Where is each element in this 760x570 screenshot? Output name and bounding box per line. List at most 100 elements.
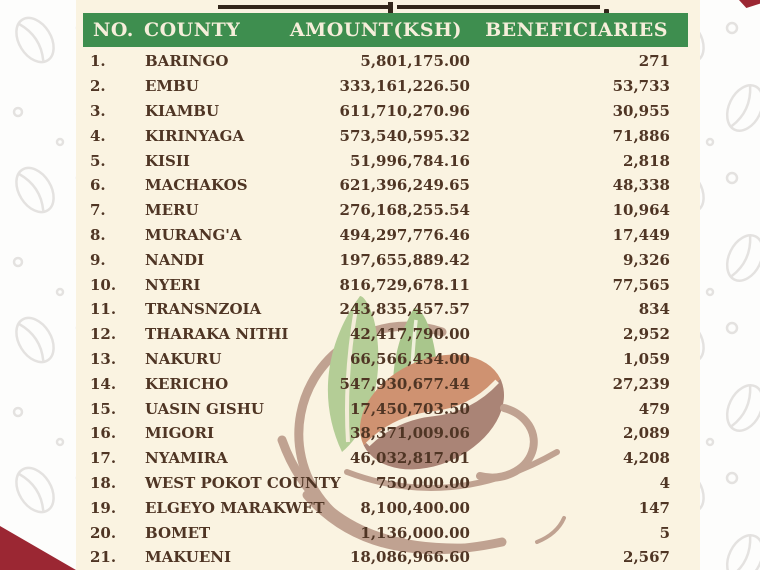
amount-value: 621,396,249.65 — [339, 176, 470, 195]
amount-value: 276,168,255.54 — [339, 201, 470, 220]
amount-value: 573,540,595.32 — [339, 126, 470, 145]
beneficiaries-value: 834 — [638, 300, 670, 319]
table-panel — [76, 0, 700, 570]
title-underline-segment — [218, 5, 388, 9]
beneficiaries-value: 2,952 — [623, 325, 670, 344]
amount-value: 66,566,434.00 — [349, 349, 470, 368]
amount-value: 18,086,966.60 — [349, 548, 470, 567]
amount-value: 197,655,889.42 — [339, 250, 470, 269]
beneficiaries-value: 48,338 — [612, 176, 670, 195]
amount-value: 42,417,790.00 — [349, 325, 470, 344]
beneficiaries-value: 4 — [659, 473, 670, 492]
row-number: 5. — [90, 151, 106, 170]
county-name: UASIN GISHU — [145, 399, 264, 418]
column-header-county: COUNTY — [144, 19, 241, 41]
title-letter-descender — [388, 2, 393, 15]
table-row: 17. NYAMIRA 46,032,817.01 4,208 — [90, 446, 670, 471]
title-period — [604, 9, 609, 14]
table-row: 13. NAKURU 66,566,434.00 1,059 — [90, 347, 670, 372]
amount-value: 17,450,703.50 — [349, 399, 470, 418]
county-name: NANDI — [145, 250, 205, 269]
table-row: 3. KIAMBU 611,710,270.96 30,955 — [90, 99, 670, 124]
county-name: MURANG'A — [145, 225, 242, 244]
amount-value: 38,371,009.06 — [349, 424, 470, 443]
table-row: 15. UASIN GISHU 17,450,703.50 479 — [90, 396, 670, 421]
table-row: 6. MACHAKOS 621,396,249.65 48,338 — [90, 173, 670, 198]
column-header-amount: AMOUNT(KSH) — [289, 19, 462, 41]
county-name: NYAMIRA — [145, 449, 228, 468]
beneficiaries-value: 1,059 — [623, 349, 670, 368]
table-row: 4. KIRINYAGA 573,540,595.32 71,886 — [90, 123, 670, 148]
county-name: MAKUENI — [145, 548, 231, 567]
beneficiaries-value: 9,326 — [623, 250, 670, 269]
county-name: THARAKA NITHI — [145, 325, 289, 344]
county-name: NYERI — [145, 275, 201, 294]
table-rows: 1. BARINGO 5,801,175.00 271 2. EMBU 333,… — [90, 49, 670, 570]
row-number: 2. — [90, 77, 106, 96]
county-name: ELGEYO MARAKWET — [145, 498, 325, 517]
amount-value: 494,297,776.46 — [339, 225, 470, 244]
coffee-bean-icon — [360, 354, 504, 470]
beneficiaries-value: 71,886 — [612, 126, 670, 145]
county-name: BARINGO — [145, 52, 229, 71]
table-row: 14. KERICHO 547,930,677.44 27,239 — [90, 371, 670, 396]
table-row: 12. THARAKA NITHI 42,417,790.00 2,952 — [90, 322, 670, 347]
county-name: TRANSNZOIA — [145, 300, 262, 319]
row-number: 17. — [90, 449, 117, 468]
beneficiaries-value: 147 — [638, 498, 670, 517]
row-number: 15. — [90, 399, 117, 418]
row-number: 11. — [90, 300, 117, 319]
beneficiaries-value: 2,567 — [623, 548, 670, 567]
row-number: 19. — [90, 498, 117, 517]
column-header-no: NO. — [93, 19, 134, 41]
cup-handle-stroke — [476, 404, 538, 482]
beneficiaries-value: 27,239 — [612, 374, 670, 393]
amount-value: 611,710,270.96 — [339, 101, 470, 120]
row-number: 16. — [90, 424, 117, 443]
row-number: 1. — [90, 52, 106, 71]
table-row: 19. ELGEYO MARAKWET 8,100,400.00 147 — [90, 495, 670, 520]
beneficiaries-value: 2,818 — [623, 151, 670, 170]
row-number: 10. — [90, 275, 117, 294]
beneficiaries-value: 479 — [638, 399, 670, 418]
beneficiaries-value: 10,964 — [612, 201, 670, 220]
beneficiaries-value: 53,733 — [612, 77, 670, 96]
table-row: 20. BOMET 1,136,000.00 5 — [90, 520, 670, 545]
table-row: 1. BARINGO 5,801,175.00 271 — [90, 49, 670, 74]
beneficiaries-value: 77,565 — [612, 275, 670, 294]
county-name: KIAMBU — [145, 101, 220, 120]
county-name: MIGORI — [145, 424, 214, 443]
beneficiaries-value: 2,089 — [623, 424, 670, 443]
beneficiaries-value: 17,449 — [612, 225, 670, 244]
table-row: 21. MAKUENI 18,086,966.60 2,567 — [90, 545, 670, 570]
county-name: NAKURU — [145, 349, 222, 368]
row-number: 18. — [90, 473, 117, 492]
row-number: 12. — [90, 325, 117, 344]
county-name: WEST POKOT COUNTY — [145, 473, 341, 492]
amount-value: 547,930,677.44 — [339, 374, 470, 393]
table-header: NO. COUNTY AMOUNT(KSH) BENEFICIARIES — [83, 13, 688, 47]
county-name: MACHAKOS — [145, 176, 248, 195]
table-row: 7. MERU 276,168,255.54 10,964 — [90, 198, 670, 223]
county-name: KIRINYAGA — [145, 126, 245, 145]
county-name: MERU — [145, 201, 199, 220]
county-name: KERICHO — [145, 374, 229, 393]
county-name: BOMET — [145, 523, 211, 542]
beneficiaries-value: 271 — [638, 52, 670, 71]
row-number: 9. — [90, 250, 106, 269]
beneficiaries-value: 4,208 — [623, 449, 670, 468]
row-number: 21. — [90, 548, 117, 567]
table-row: 2. EMBU 333,161,226.50 53,733 — [90, 74, 670, 99]
table-row: 5. KISII 51,996,784.16 2,818 — [90, 148, 670, 173]
county-name: KISII — [145, 151, 190, 170]
column-header-beneficiaries: BENEFICIARIES — [485, 19, 668, 41]
amount-value: 333,161,226.50 — [339, 77, 470, 96]
row-number: 3. — [90, 101, 106, 120]
row-number: 4. — [90, 126, 106, 145]
coffee-cup-logo-watermark-icon — [277, 296, 566, 555]
cropped-title-underline — [218, 2, 610, 17]
amount-value: 8,100,400.00 — [360, 498, 470, 517]
title-underline-segment — [397, 5, 600, 9]
amount-value: 5,801,175.00 — [360, 52, 470, 71]
